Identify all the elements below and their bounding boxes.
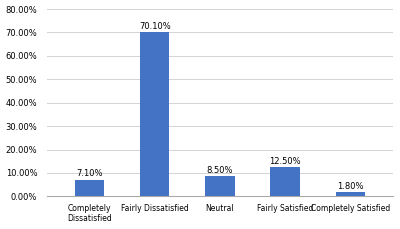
Bar <box>205 177 235 196</box>
Text: 12.50%: 12.50% <box>269 157 301 166</box>
Bar <box>75 180 104 196</box>
Bar <box>140 32 169 196</box>
Text: 70.10%: 70.10% <box>139 22 170 31</box>
Text: 1.80%: 1.80% <box>337 182 364 191</box>
Text: 7.10%: 7.10% <box>76 169 103 178</box>
Bar <box>270 167 300 196</box>
Text: 8.50%: 8.50% <box>207 166 233 175</box>
Bar <box>336 192 365 196</box>
